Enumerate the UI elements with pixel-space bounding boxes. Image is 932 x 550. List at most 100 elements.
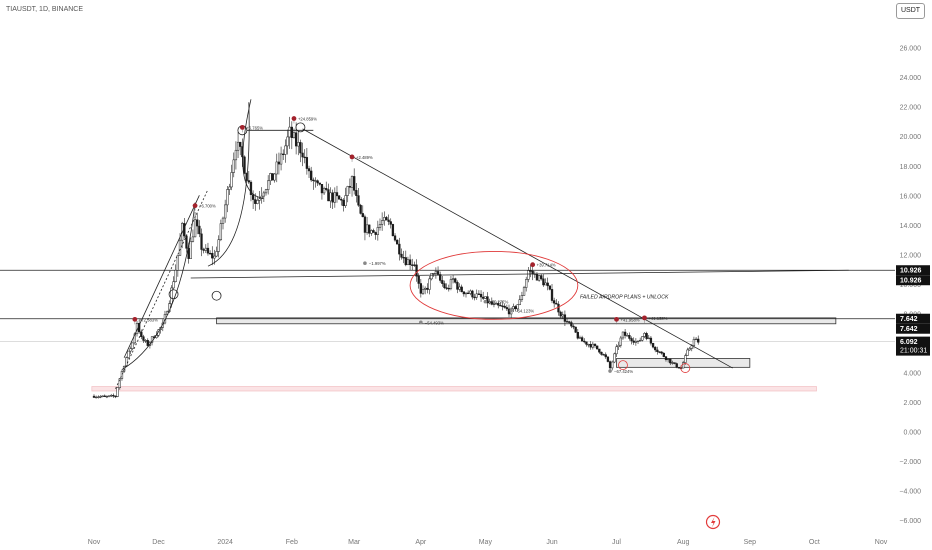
range-ellipse	[409, 250, 579, 320]
y-axis[interactable]: 26.000 24.000 22.000 20.000 18.000 16.000 14.0…	[899, 46, 921, 526]
candle-body	[570, 322, 573, 327]
candle-body	[432, 273, 435, 275]
candle-body	[505, 307, 509, 310]
highlight-circle	[680, 363, 691, 373]
candle-body	[230, 172, 233, 188]
candle-body	[559, 311, 562, 317]
candle-body	[193, 219, 197, 238]
candles-layer	[92, 116, 700, 399]
candle-body	[232, 159, 235, 173]
candle-body	[546, 282, 549, 287]
y-tick-label: 22.000	[900, 105, 922, 112]
y-tick-label: 16.000	[900, 193, 922, 200]
candle-body	[299, 142, 302, 154]
candle-body	[380, 220, 384, 225]
candle-body	[477, 293, 481, 295]
pink-zone	[91, 386, 817, 392]
candle-body	[303, 156, 306, 159]
annotation-text: FAILED AIRDROP PLANS + UNLOCK	[580, 295, 669, 301]
candle-body	[451, 278, 455, 280]
candle-body	[329, 192, 332, 202]
candle-body	[368, 224, 371, 234]
candle-body	[99, 396, 102, 398]
candle-body	[628, 335, 631, 339]
candle-body	[189, 241, 192, 259]
price-labels-layer: 10.926 10.926 7.642 7.642 6.092 21:00:31	[896, 265, 930, 356]
candle-body	[120, 371, 124, 379]
candle-body	[202, 249, 205, 251]
candle-body	[565, 321, 569, 323]
low-marker	[483, 299, 488, 304]
candle-body	[664, 356, 668, 360]
candle-body	[353, 176, 356, 191]
candle-body	[639, 339, 642, 342]
candle-body	[273, 173, 276, 181]
candle-body	[497, 303, 500, 306]
candle-body	[518, 299, 521, 305]
x-tick-label: Feb	[286, 539, 298, 546]
candle-body	[682, 362, 685, 369]
candle-body	[540, 275, 543, 280]
candle-body	[499, 304, 502, 307]
candle-body	[271, 173, 274, 181]
currency-button[interactable]: USDT	[896, 3, 925, 19]
candle-body	[316, 180, 319, 184]
candle-body	[436, 271, 440, 275]
candle-body	[378, 224, 382, 228]
candle-body	[598, 348, 601, 353]
candle-body	[372, 230, 375, 233]
candle-body	[198, 225, 201, 235]
candle-body	[555, 302, 558, 305]
candle-body	[172, 281, 175, 289]
candle-body	[623, 331, 627, 336]
candle-body	[215, 251, 218, 257]
annotations-layer: +72.383% +6.700% +6.765% +24.859% +2.489% +39…	[132, 116, 669, 374]
candle-body	[342, 199, 345, 207]
candle-body	[262, 192, 266, 197]
candle-body	[254, 199, 257, 204]
highlight-circle	[618, 360, 628, 371]
candle-body	[494, 303, 498, 305]
candle-body	[114, 395, 117, 398]
x-axis[interactable]: Nov Dec 2024 Feb Mar Apr May Jun Jul Aug Sep Oct Nov	[88, 539, 888, 546]
trendlines-layer	[115, 99, 849, 389]
candle-body	[466, 292, 470, 295]
candle-body	[488, 301, 491, 304]
low-marker	[419, 320, 423, 325]
candle-body	[634, 341, 638, 343]
candle-body	[692, 339, 696, 346]
candle-body	[297, 142, 300, 147]
candle-body	[460, 286, 463, 292]
candle-body	[428, 278, 431, 290]
price-label-text: 7.642	[900, 326, 918, 333]
candle-body	[387, 219, 390, 222]
candle-body	[411, 264, 414, 266]
candle-body	[125, 357, 128, 367]
candle-body	[443, 283, 446, 289]
candle-body	[544, 282, 547, 286]
candle-body	[228, 186, 231, 190]
candle-body	[501, 305, 504, 307]
high-marker	[132, 316, 138, 322]
candle-body	[503, 305, 506, 308]
candle-body	[563, 314, 567, 322]
candle-body	[191, 236, 195, 242]
candle-body	[170, 287, 173, 304]
candle-body	[383, 217, 386, 221]
y-tick-label: 26.000	[900, 46, 922, 53]
candle-body	[490, 301, 493, 305]
x-tick-label: Nov	[875, 539, 888, 546]
y-tick-label: −2.000	[899, 459, 921, 466]
candle-body	[423, 287, 427, 290]
tradingview-logo-icon[interactable]	[705, 514, 721, 530]
candle-body	[430, 273, 433, 280]
candle-body	[292, 132, 296, 138]
candle-body	[234, 149, 238, 161]
candle-body	[112, 395, 115, 397]
candle-body	[413, 264, 416, 266]
candle-body	[602, 354, 605, 356]
candle-body	[196, 219, 199, 227]
candle-body	[574, 326, 577, 333]
candle-body	[107, 395, 111, 397]
